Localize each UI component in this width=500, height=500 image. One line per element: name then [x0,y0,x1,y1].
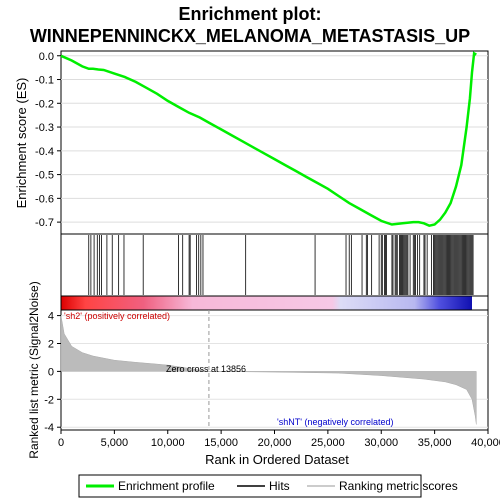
es-tick-label: 0.0 [39,51,54,63]
x-tick-label: 0 [58,437,64,449]
es-tick-label: -0.4 [35,146,54,158]
es-tick-label: -0.1 [35,75,54,87]
legend-enrichment-label: Enrichment profile [118,479,215,493]
chart-title-line1: Enrichment plot: [179,4,322,24]
es-tick-label: -0.7 [35,217,54,229]
zero-cross-label: Zero cross at 13856 [166,364,246,374]
metric-tick-label: 2 [48,338,54,350]
metric-tick-label: -2 [44,394,54,406]
x-tick-label: 35,000 [418,437,452,449]
metric-tick-label: -4 [44,422,54,434]
metric-tick-label: 0 [48,366,54,378]
x-tick-label: 25,000 [311,437,345,449]
es-tick-label: -0.2 [35,98,54,110]
es-tick-label: -0.5 [35,170,54,182]
negative-correlation-label: 'shNT' (negatively correlated) [277,417,393,427]
enrichment-profile-line [60,51,477,228]
metric-y-axis-label: Ranked list metric (Signal2Noise) [27,281,41,458]
es-tick-label: -0.3 [35,122,54,134]
x-tick-label: 15,000 [204,437,238,449]
positive-correlation-label: 'sh2' (positively correlated) [64,311,170,321]
es-tick-label: -0.6 [35,193,54,205]
metric-gridlines [61,315,488,428]
legend-metric-label: Ranking metric scores [339,479,458,493]
x-axis-ticks: 0 5,000 10,000 15,000 20,000 25,000 30,000 35,0… [58,430,500,449]
rank-color-bar [61,296,472,310]
x-axis-label: Rank in Ordered Dataset [205,452,349,467]
metric-tick-label: 4 [48,311,54,323]
hits-panel [60,233,489,297]
x-tick-label: 20,000 [258,437,292,449]
x-tick-label: 5,000 [101,437,129,449]
x-tick-label: 30,000 [364,437,398,449]
chart-title-line2: WINNEPENNINCKX_MELANOMA_METASTASIS_UP [30,26,470,46]
x-tick-label: 40,000 [471,437,500,449]
hit-markers [88,235,474,295]
es-y-ticks: 0.0 -0.1 -0.2 -0.3 -0.4 -0.5 -0.6 -0.7 [35,51,61,229]
es-y-axis-label: Enrichment score (ES) [14,78,29,209]
metric-y-ticks: 4 2 0 -2 -4 [44,311,61,434]
legend-hits-label: Hits [269,479,290,493]
legend: Enrichment profile Hits Ranking metric s… [78,474,458,498]
x-tick-label: 10,000 [151,437,185,449]
ranking-metric-area [60,315,477,425]
